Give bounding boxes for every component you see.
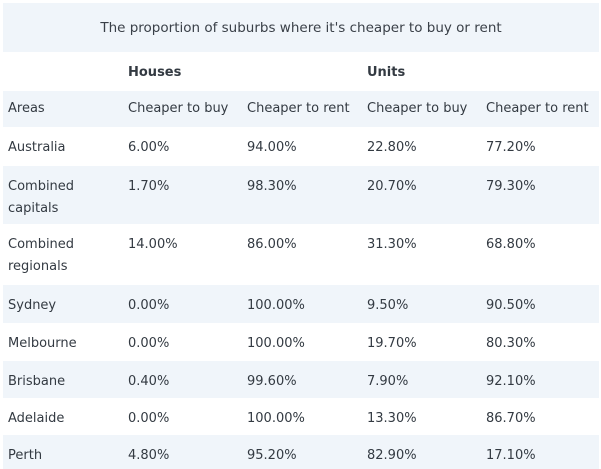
group-header-empty: [3, 52, 123, 94]
group-header-row: Houses Units: [3, 52, 599, 94]
houses-buy-value: 4.80%: [128, 448, 170, 463]
houses-rent-value: 100.00%: [247, 411, 305, 426]
table-row: Combined regionals 14.00% 86.00% 31.30% …: [3, 224, 599, 285]
houses-rent-value: 100.00%: [247, 336, 305, 351]
houses-buy-value: 14.00%: [128, 237, 178, 252]
houses-buy-value: 6.00%: [128, 140, 170, 155]
column-header-units-buy: Cheaper to buy: [367, 101, 468, 116]
group-header-spacer-2: [481, 52, 599, 94]
houses-rent-value: 95.20%: [247, 448, 297, 463]
units-rent-value: 90.50%: [486, 298, 536, 313]
column-header-units-rent: Cheaper to rent: [486, 101, 589, 116]
houses-buy-value: 0.00%: [128, 336, 170, 351]
houses-rent-value: 94.00%: [247, 140, 297, 155]
area-name: Combined regionals: [8, 237, 75, 274]
units-rent-value: 92.10%: [486, 374, 536, 389]
units-rent-value: 79.30%: [486, 179, 536, 194]
table-row: Australia 6.00% 94.00% 22.80% 77.20%: [3, 127, 599, 166]
table-row: Combined capitals 1.70% 98.30% 20.70% 79…: [3, 166, 599, 224]
units-buy-value: 9.50%: [367, 298, 409, 313]
houses-buy-value: 0.40%: [128, 374, 170, 389]
table-row: Sydney 0.00% 100.00% 9.50% 90.50%: [3, 285, 599, 323]
units-buy-value: 13.30%: [367, 411, 417, 426]
units-buy-value: 82.90%: [367, 448, 417, 463]
houses-rent-value: 100.00%: [247, 298, 305, 313]
units-buy-value: 22.80%: [367, 140, 417, 155]
group-header-houses: Houses: [128, 65, 182, 80]
table-row: Melbourne 0.00% 100.00% 19.70% 80.30%: [3, 323, 599, 361]
units-buy-value: 31.30%: [367, 237, 417, 252]
area-name: Perth: [8, 448, 43, 463]
units-buy-value: 20.70%: [367, 179, 417, 194]
units-rent-value: 86.70%: [486, 411, 536, 426]
units-rent-value: 80.30%: [486, 336, 536, 351]
group-header-spacer: [242, 52, 362, 94]
houses-buy-value: 0.00%: [128, 298, 170, 313]
area-name: Sydney: [8, 298, 57, 313]
houses-rent-value: 86.00%: [247, 237, 297, 252]
area-name: Adelaide: [8, 411, 65, 426]
area-name: Australia: [8, 140, 66, 155]
houses-buy-value: 1.70%: [128, 179, 170, 194]
column-header-areas: Areas: [8, 101, 45, 116]
table-title: The proportion of suburbs where it's che…: [3, 3, 599, 52]
units-buy-value: 19.70%: [367, 336, 417, 351]
table-row: Brisbane 0.40% 99.60% 7.90% 92.10%: [3, 361, 599, 398]
houses-rent-value: 99.60%: [247, 374, 297, 389]
table-row: Perth 4.80% 95.20% 82.90% 17.10%: [3, 435, 599, 469]
column-header-row: Areas Cheaper to buy Cheaper to rent Che…: [3, 91, 599, 127]
column-header-houses-rent: Cheaper to rent: [247, 101, 350, 116]
houses-buy-value: 0.00%: [128, 411, 170, 426]
units-rent-value: 68.80%: [486, 237, 536, 252]
area-name: Brisbane: [8, 374, 66, 389]
group-header-units: Units: [367, 65, 406, 80]
units-rent-value: 17.10%: [486, 448, 536, 463]
area-name: Melbourne: [8, 336, 77, 351]
units-buy-value: 7.90%: [367, 374, 409, 389]
table-row: Adelaide 0.00% 100.00% 13.30% 86.70%: [3, 398, 599, 435]
houses-rent-value: 98.30%: [247, 179, 297, 194]
units-rent-value: 77.20%: [486, 140, 536, 155]
area-name: Combined capitals: [8, 179, 75, 216]
column-header-houses-buy: Cheaper to buy: [128, 101, 229, 116]
